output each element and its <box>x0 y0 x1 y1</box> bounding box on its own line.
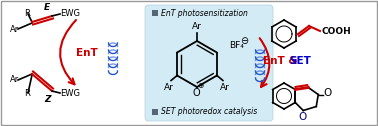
Bar <box>152 10 158 16</box>
Text: Ar: Ar <box>10 75 19 85</box>
Text: ⊖: ⊖ <box>240 36 248 46</box>
Text: O: O <box>192 88 200 98</box>
Text: ⊕: ⊕ <box>197 81 204 89</box>
Text: EnT &: EnT & <box>263 56 301 66</box>
Text: EWG: EWG <box>60 8 80 18</box>
Text: E: E <box>44 4 50 12</box>
Text: EnT: EnT <box>76 48 98 58</box>
Text: COOH: COOH <box>322 26 352 36</box>
Text: Ar: Ar <box>164 83 174 91</box>
Bar <box>152 109 158 115</box>
Text: Z: Z <box>44 96 50 104</box>
Text: Ar: Ar <box>192 22 202 31</box>
Text: EWG: EWG <box>60 89 80 99</box>
FancyBboxPatch shape <box>145 5 273 121</box>
Text: EnT photosensitization: EnT photosensitization <box>161 8 248 18</box>
Text: BF₄: BF₄ <box>229 41 244 51</box>
Text: SET photoredox catalysis: SET photoredox catalysis <box>161 107 257 117</box>
Text: Ar: Ar <box>10 24 19 34</box>
Text: R: R <box>24 89 30 99</box>
Text: O: O <box>298 113 307 122</box>
Text: SET: SET <box>289 56 311 66</box>
Text: R: R <box>24 8 30 18</box>
Text: O: O <box>323 88 332 99</box>
Text: Ar: Ar <box>220 83 230 91</box>
